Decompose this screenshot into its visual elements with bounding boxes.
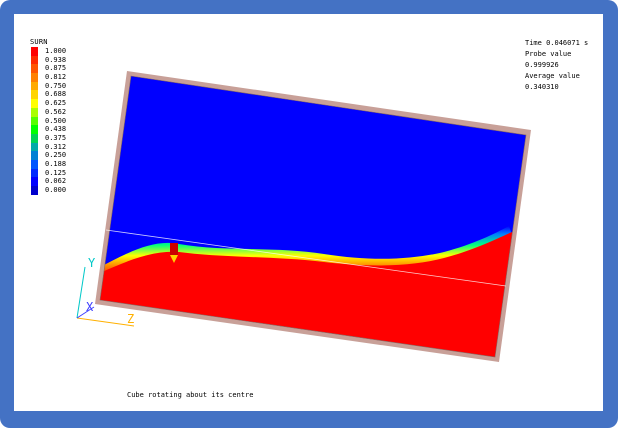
time-readout: Time 0.046071 s	[525, 39, 589, 47]
axes-triad	[76, 266, 135, 327]
legend-swatch	[31, 133, 38, 143]
probe-line	[105, 229, 507, 287]
legend-label: 0.500	[45, 116, 67, 125]
legend-swatch	[31, 177, 38, 186]
tank-inner-outline	[99, 75, 527, 358]
legend-swatch	[31, 73, 38, 82]
probe-label: Probe value	[525, 50, 572, 58]
legend-title: SURN	[30, 38, 48, 46]
legend-swatch	[31, 90, 38, 100]
liquid-region	[100, 232, 526, 357]
legend-label: 0.062	[45, 177, 67, 186]
probe-marker	[170, 243, 178, 263]
legend-label: 0.000	[45, 186, 67, 194]
legend-swatch	[31, 186, 38, 195]
probe-value: 0.999926	[525, 61, 559, 69]
axis-label-x: X	[86, 300, 94, 314]
legend-label: 0.438	[45, 125, 67, 134]
legend-swatch	[31, 55, 38, 65]
average-value: 0.340310	[525, 83, 559, 91]
legend-swatch	[31, 99, 38, 108]
legend-label: 1.000	[45, 47, 67, 55]
legend-label: 0.875	[45, 64, 67, 73]
simulation-canvas	[76, 71, 531, 362]
axis-label-y: Y	[88, 256, 96, 270]
legend-swatch	[31, 107, 38, 117]
legend-label: 0.938	[45, 55, 67, 64]
legend-label: 0.312	[45, 142, 67, 151]
axis-label-z: Z	[127, 312, 135, 326]
legend-label: 0.812	[45, 73, 67, 82]
legend-swatch	[31, 142, 38, 152]
legend-label: 0.188	[45, 159, 67, 168]
legend-label: 0.625	[45, 99, 67, 108]
legend-swatch	[31, 116, 38, 126]
legend-label: 0.562	[45, 107, 67, 116]
legend-swatch	[31, 64, 38, 74]
legend-swatch	[31, 151, 38, 160]
legend-label: 0.750	[45, 81, 67, 90]
legend-label: 0.125	[45, 168, 67, 177]
average-label: Average value	[525, 72, 580, 80]
legend-swatch	[31, 81, 38, 91]
legend-swatch	[31, 125, 38, 134]
legend-label: 0.375	[45, 133, 67, 142]
legend-label: 0.250	[45, 151, 67, 160]
legend-swatch	[31, 168, 38, 178]
legend-swatch	[31, 47, 38, 56]
caption: Cube rotating about its centre	[127, 391, 254, 399]
legend-label: 0.688	[45, 90, 67, 99]
legend-swatch	[31, 159, 38, 169]
simulation-viewport: SURN 1.000 0.938 0.875 0.812 0.750 0.688 0.625…	[14, 14, 603, 411]
info-panel: Time 0.046071 s Probe value 0.999926 Ave…	[525, 38, 588, 93]
